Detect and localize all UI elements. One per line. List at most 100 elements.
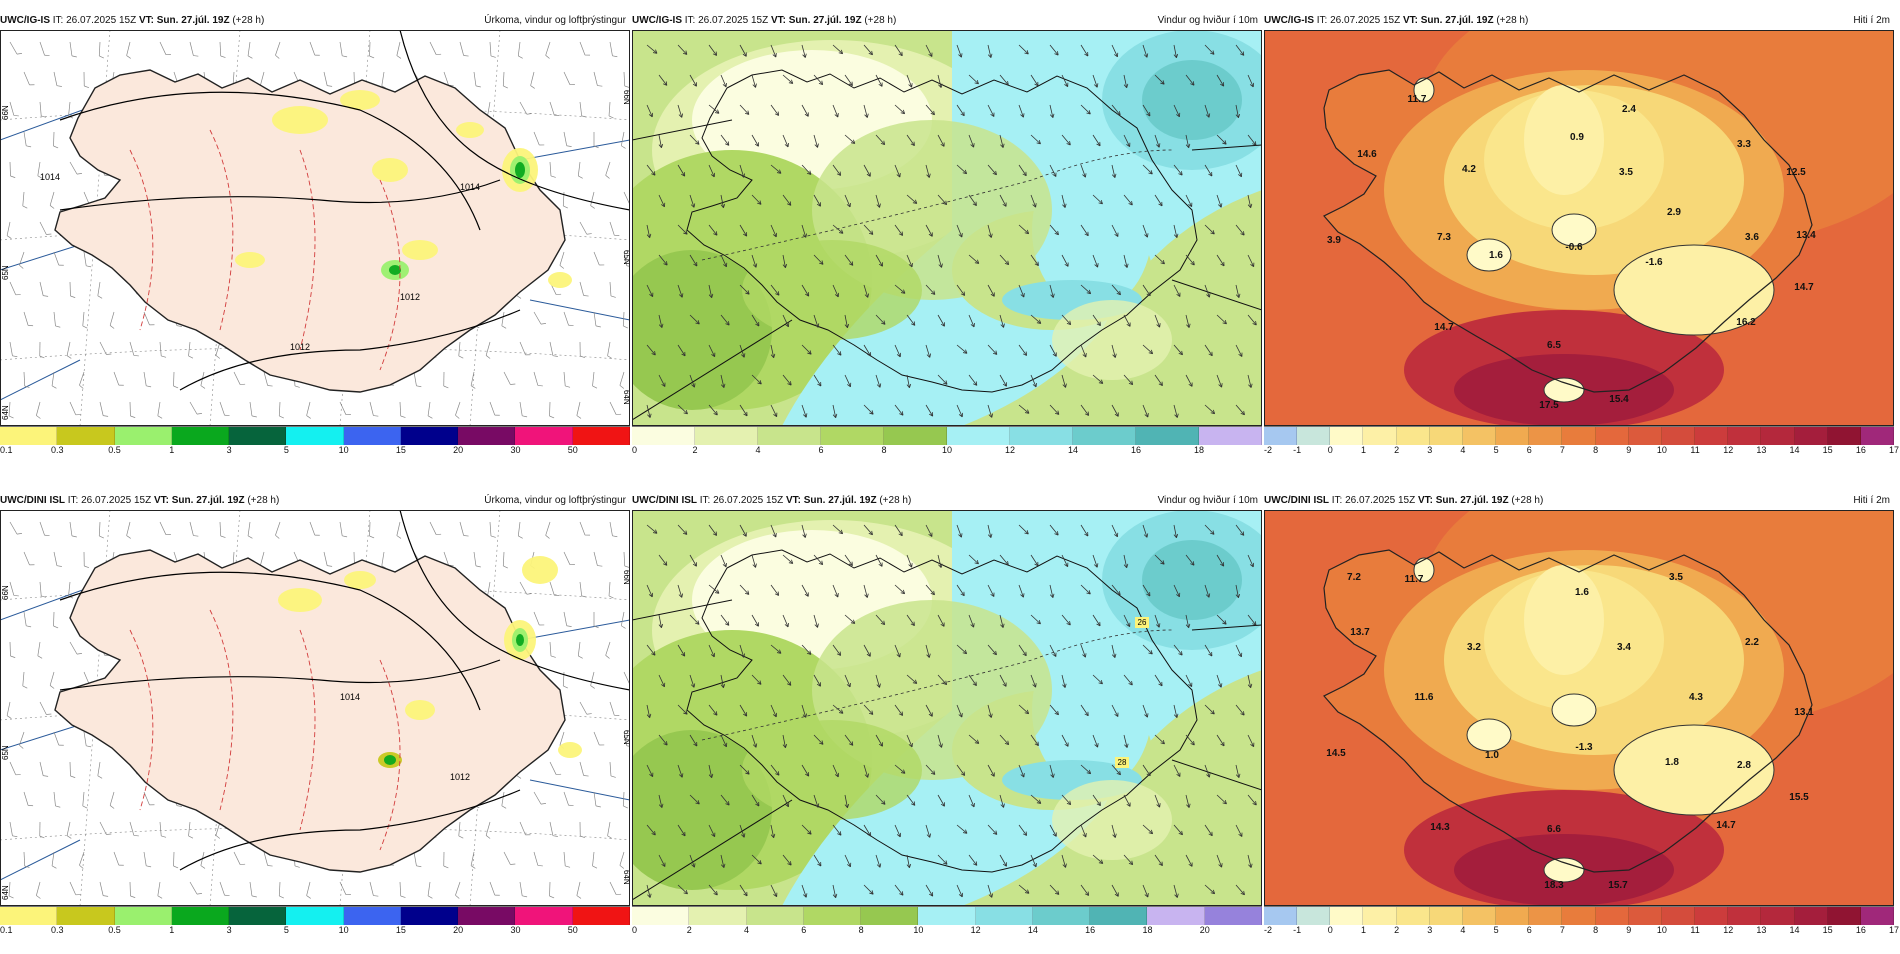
panel-top-precip: UWC/IG-IS IT: 26.07.2025 15Z VT: Sun. 27… (0, 12, 630, 474)
color-scale-tick: 20 (1200, 925, 1210, 935)
color-scale-tick: 3 (1427, 445, 1432, 455)
color-swatch (1795, 907, 1828, 925)
color-swatch (1861, 427, 1894, 445)
lead-time: (+28 h) (1496, 15, 1528, 26)
panel-title: Hiti í 2m (1853, 492, 1890, 510)
color-swatch (0, 427, 57, 445)
color-swatch (1795, 427, 1828, 445)
color-swatch (1529, 907, 1562, 925)
color-scale-tick: 17 (1889, 925, 1899, 935)
color-scale-tick: 5 (1494, 925, 1499, 935)
isobar-label: 1014 (40, 172, 60, 182)
color-scale-tick: 0 (632, 925, 637, 935)
issue-time-label: IT: (1332, 495, 1343, 506)
color-swatch (1090, 907, 1147, 925)
panel-header: UWC/DINI ISL IT: 26.07.2025 15Z VT: Sun.… (1264, 492, 1894, 510)
color-scale-tick: 10 (1657, 925, 1667, 935)
wind-map[interactable]: 26 28 (632, 510, 1262, 906)
color-swatch (573, 907, 630, 925)
color-scale-tick: 0.1 (0, 925, 13, 935)
color-scale (632, 906, 1262, 925)
color-swatch (1761, 907, 1794, 925)
color-swatch (1363, 427, 1396, 445)
color-scale-tick: 3 (1427, 925, 1432, 935)
model-name: UWC/DINI ISL (632, 495, 697, 506)
color-scale-tick: 13 (1756, 445, 1766, 455)
color-swatch (1264, 427, 1297, 445)
color-swatch (172, 907, 229, 925)
color-scale-tick: 15 (396, 445, 406, 455)
color-swatch (515, 427, 572, 445)
latitude-label: 64N (1, 405, 10, 420)
temperature-label: 11.7 (1408, 94, 1427, 105)
color-scale (0, 426, 630, 445)
latitude-label: 64N (622, 390, 630, 405)
color-swatch (1496, 427, 1529, 445)
color-swatch (1397, 427, 1430, 445)
color-scale (1264, 906, 1894, 925)
color-swatch (458, 907, 515, 925)
color-scale-tick: 10 (339, 925, 349, 935)
issue-time-label: IT: (68, 495, 79, 506)
latitude-label: 65N (1, 265, 10, 280)
color-swatch (861, 907, 918, 925)
temperature-label: 6.6 (1547, 824, 1561, 835)
wind-map[interactable] (632, 30, 1262, 426)
isobar-label: 1012 (290, 342, 310, 352)
latitude-label: 65N (622, 250, 630, 265)
color-scale-tick: 2 (687, 925, 692, 935)
color-swatch (1695, 907, 1728, 925)
temperature-label: -1.6 (1645, 257, 1663, 268)
temperature-label: 7.3 (1437, 232, 1451, 243)
valid-time-label: VT: (1418, 495, 1433, 506)
color-scale-tick: 10 (1657, 445, 1667, 455)
panel-header: UWC/IG-IS IT: 26.07.2025 15Z VT: Sun. 27… (1264, 12, 1894, 30)
isobar-label: 1012 (400, 292, 420, 302)
temperature-label: 13.4 (1796, 230, 1816, 241)
temperature-label: 3.4 (1617, 642, 1631, 653)
color-scale-tick: 14 (1790, 445, 1800, 455)
issue-time-label: IT: (53, 15, 64, 26)
color-scale-tick: 18 (1142, 925, 1152, 935)
model-name: UWC/IG-IS (0, 15, 50, 26)
gust-label: 28 (1118, 758, 1127, 767)
color-scale-tick: 20 (453, 445, 463, 455)
latitude-label: 65N (622, 730, 630, 745)
color-swatch (1562, 907, 1595, 925)
color-swatch (1297, 907, 1330, 925)
lead-time: (+28 h) (232, 15, 264, 26)
valid-time-label: VT: (154, 495, 169, 506)
color-swatch (1463, 427, 1496, 445)
color-swatch (401, 907, 458, 925)
temperature-label: 11.7 (1405, 574, 1424, 585)
color-scale-tick: 0.1 (0, 445, 13, 455)
color-scale-tick: 10 (913, 925, 923, 935)
color-scale-tick: 18 (1194, 445, 1204, 455)
color-scale-tick: 2 (1394, 445, 1399, 455)
color-scale-tick: -2 (1264, 445, 1272, 455)
panel-header: UWC/DINI ISL IT: 26.07.2025 15Z VT: Sun.… (632, 492, 1262, 510)
temperature-label: 17.5 (1539, 400, 1559, 411)
issue-time: 26.07.2025 15Z (1345, 495, 1415, 506)
color-swatch (976, 907, 1033, 925)
panel-header: UWC/IG-IS IT: 26.07.2025 15Z VT: Sun. 27… (0, 12, 630, 30)
color-swatch (458, 427, 515, 445)
color-swatch (804, 907, 861, 925)
temperature-label: 0.9 (1570, 132, 1584, 143)
temperature-label: 14.7 (1794, 282, 1814, 293)
color-swatch (1828, 427, 1861, 445)
panel-header: UWC/DINI ISL IT: 26.07.2025 15Z VT: Sun.… (0, 492, 630, 510)
color-swatch (286, 907, 343, 925)
temperature-label: 7.2 (1347, 572, 1361, 583)
color-scale-tick: 6 (818, 445, 823, 455)
gust-label: 26 (1138, 618, 1147, 627)
color-scale-tick: 8 (859, 925, 864, 935)
panel-title: Vindur og hviður í 10m (1158, 12, 1258, 30)
color-scale-tick: -1 (1293, 925, 1301, 935)
valid-time: Sun. 27.júl. 19Z (1436, 495, 1509, 506)
